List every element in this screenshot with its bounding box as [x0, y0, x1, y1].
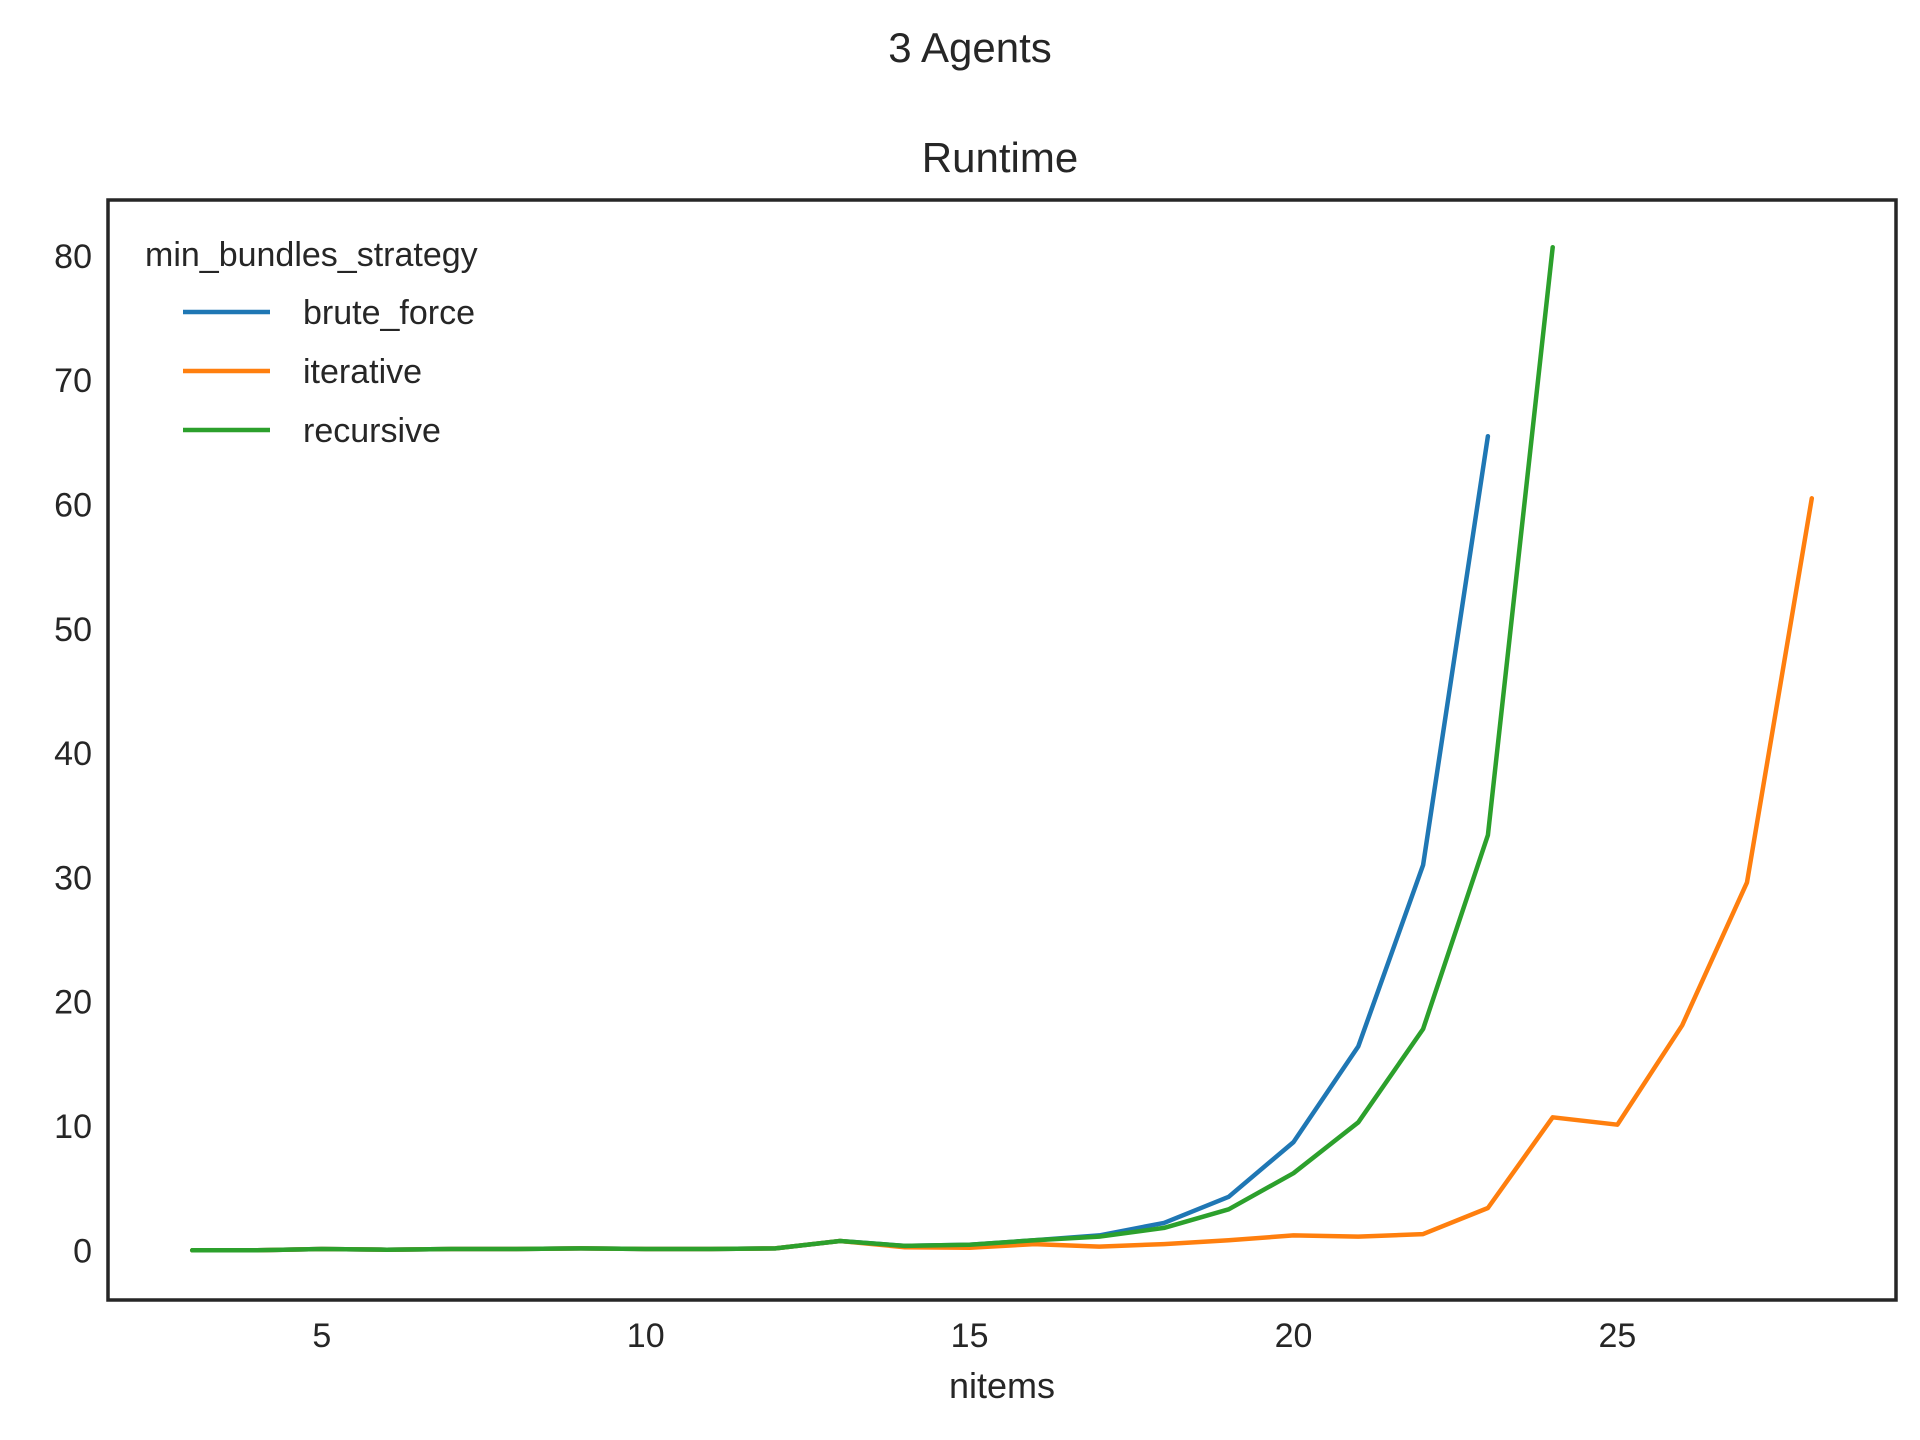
y-tick-label: 30: [54, 859, 92, 897]
series-line-recursive: [189, 244, 1555, 1253]
x-tick-label: 10: [627, 1317, 665, 1355]
y-tick-label: 10: [54, 1108, 92, 1146]
y-tick-label: 70: [54, 362, 92, 400]
y-tick-label: 80: [54, 238, 92, 276]
series-line-iterative: [189, 496, 1815, 1253]
legend-title: min_bundles_strategy: [145, 236, 478, 274]
chart-title: Runtime: [922, 134, 1078, 181]
legend: min_bundles_strategy brute_force iterativ…: [145, 236, 478, 450]
x-axis-label: nitems: [949, 1365, 1055, 1406]
legend-label: iterative: [303, 353, 422, 391]
figure-suptitle: 3 Agents: [888, 24, 1051, 71]
series-line-brute-force: [189, 433, 1491, 1253]
y-tick-label: 0: [73, 1232, 92, 1270]
x-tick-label: 5: [312, 1317, 331, 1355]
x-tick-label: 25: [1598, 1317, 1636, 1355]
y-tick-label: 50: [54, 611, 92, 649]
y-tick-label: 20: [54, 984, 92, 1022]
y-tick-label: 40: [54, 735, 92, 773]
y-tick-label: 60: [54, 487, 92, 525]
x-tick-label: 15: [951, 1317, 989, 1355]
legend-label: recursive: [303, 412, 441, 450]
plot-frame: [106, 198, 1898, 1302]
legend-label: brute_force: [303, 294, 475, 332]
x-tick-label: 20: [1275, 1317, 1313, 1355]
